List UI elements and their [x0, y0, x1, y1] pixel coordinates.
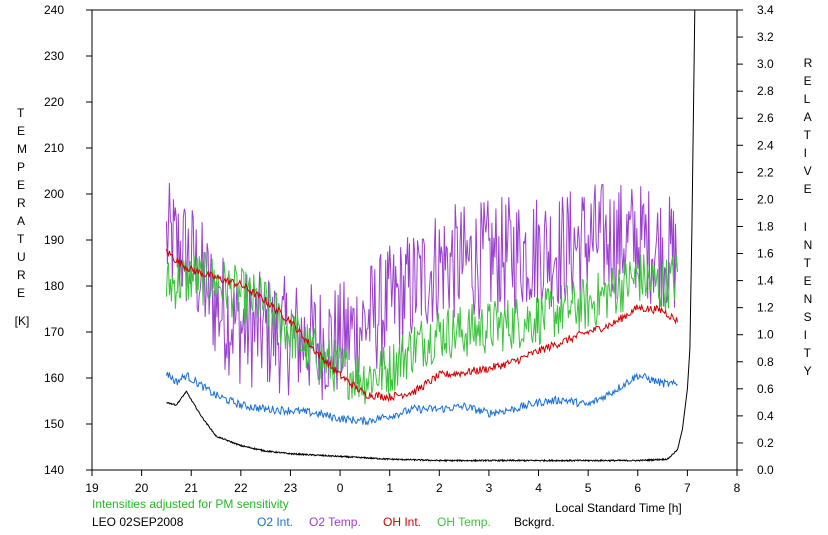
- axis-title-letter: V: [803, 164, 812, 178]
- left-axis: 140 150 160 170 180 190 200 210 220 230 240: [44, 3, 92, 477]
- x-tick-label: 4: [535, 481, 542, 495]
- x-tick-label: 20: [135, 481, 149, 495]
- axis-title-letter: A: [803, 110, 812, 124]
- right-tick-label: 2.8: [757, 84, 774, 98]
- x-tick-label: 6: [634, 481, 641, 495]
- x-tick-label: 1: [386, 481, 393, 495]
- left-tick-label: 160: [44, 371, 64, 385]
- axis-title-letter: T: [17, 106, 25, 120]
- x-tick-label: 8: [734, 481, 741, 495]
- series-line-oh-temp: [165, 251, 678, 405]
- axis-title-letter: E: [17, 124, 26, 138]
- axis-title-letter: I: [803, 328, 807, 342]
- x-tick-label: 5: [585, 481, 592, 495]
- series-line-o2-int: [165, 372, 678, 427]
- right-tick-label: 1.6: [757, 247, 774, 261]
- left-axis-unit: [K]: [14, 314, 30, 328]
- axis-title-letter: R: [17, 268, 26, 282]
- right-tick-label: 2.2: [757, 165, 774, 179]
- left-tick-label: 190: [44, 233, 64, 247]
- x-tick-label: 7: [684, 481, 691, 495]
- axis-title-letter: M: [17, 142, 27, 156]
- axis-title-letter: Y: [803, 364, 812, 378]
- right-tick-label: 1.8: [757, 219, 774, 233]
- axis-title-letter: N: [803, 238, 813, 252]
- left-tick-label: 210: [44, 141, 64, 155]
- plot-area: [91, 9, 738, 471]
- series-line-oh-int: [165, 248, 678, 403]
- axis-title-letter: A: [17, 214, 26, 228]
- left-tick-label: 180: [44, 279, 64, 293]
- left-tick-label: 140: [44, 463, 64, 477]
- left-tick-label: 150: [44, 417, 64, 431]
- left-tick-label: 240: [44, 3, 64, 17]
- left-tick-label: 230: [44, 49, 64, 63]
- axis-title-letter: E: [803, 182, 812, 196]
- right-tick-label: 1.2: [757, 301, 774, 315]
- axis-title-letter: S: [803, 310, 812, 324]
- sensitivity-note: Intensities adjusted for PM sensitivity: [92, 497, 289, 511]
- axis-title-letter: T: [17, 232, 25, 246]
- series-layer: [165, 9, 696, 463]
- series-line-o2-temp: [165, 182, 678, 401]
- x-tick-label: 0: [337, 481, 344, 495]
- station-label: LEO 02SEP2008: [92, 515, 184, 529]
- right-axis: 0.0 0.2 0.4 0.6 0.8 1.0 1.2 1.4 1.6 1.8 2.0 2.2 2.4 2…: [737, 3, 774, 477]
- axis-title-letter: T: [803, 346, 811, 360]
- axis-title-letter: R: [803, 56, 813, 70]
- legend-o2-int: O2 Int.: [257, 515, 294, 529]
- right-tick-label: 3.2: [757, 30, 774, 44]
- left-tick-label: 220: [44, 95, 64, 109]
- x-tick-label: 19: [85, 481, 99, 495]
- axis-title-letter: T: [803, 128, 811, 142]
- axis-title-letter: E: [803, 74, 812, 88]
- legend-oh-temp: OH Temp.: [437, 515, 491, 529]
- axis-title-letter: E: [803, 274, 812, 288]
- legend-o2-temp: O2 Temp.: [309, 515, 361, 529]
- axis-title-letter: E: [17, 286, 26, 300]
- right-tick-label: 3.0: [757, 57, 774, 71]
- right-tick-label: 0.2: [757, 436, 774, 450]
- axis-title-letter: E: [17, 178, 26, 192]
- axis-title-letter: U: [17, 250, 26, 264]
- right-tick-label: 2.0: [757, 192, 774, 206]
- right-tick-label: 2.6: [757, 111, 774, 125]
- left-tick-label: 200: [44, 187, 64, 201]
- axis-title-letter: [804, 198, 813, 208]
- bottom-axis: 19 20 21 22 23 0 1 2 3 4 5 6 7 8: [85, 470, 741, 495]
- legend-bckgrd: Bckgrd.: [514, 515, 555, 529]
- right-tick-label: 3.4: [757, 3, 774, 17]
- legend-oh-int: OH Int.: [383, 515, 422, 529]
- right-tick-label: 0.6: [757, 382, 774, 396]
- right-tick-label: 1.4: [757, 274, 774, 288]
- right-tick-label: 2.4: [757, 138, 774, 152]
- x-tick-label: 22: [234, 481, 248, 495]
- x-tick-label: 23: [284, 481, 298, 495]
- x-tick-label: 3: [486, 481, 493, 495]
- axis-title-letter: L: [803, 92, 811, 106]
- axis-title-letter: T: [803, 256, 811, 270]
- axis-title-letter: I: [803, 220, 807, 234]
- x-tick-label: 2: [436, 481, 443, 495]
- axis-title-letter: [804, 208, 813, 218]
- right-tick-label: 1.0: [757, 328, 774, 342]
- left-tick-label: 170: [44, 325, 64, 339]
- right-tick-label: 0.8: [757, 355, 774, 369]
- axis-title-letter: I: [803, 146, 807, 160]
- right-tick-label: 0.0: [757, 463, 774, 477]
- x-axis-title: Local Standard Time [h]: [555, 501, 682, 515]
- axis-title-letter: N: [803, 292, 813, 306]
- right-tick-label: 0.4: [757, 409, 774, 423]
- axis-title-letter: R: [17, 196, 26, 210]
- x-tick-label: 21: [185, 481, 199, 495]
- axis-title-letter: P: [17, 160, 26, 174]
- series-line-bckgrd: [166, 9, 696, 463]
